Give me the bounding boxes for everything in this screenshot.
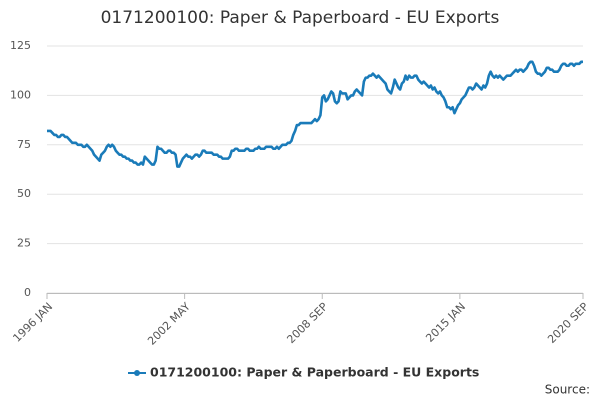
data-line — [47, 60, 583, 168]
chart-title: 0171200100: Paper & Paperboard - EU Expo… — [101, 8, 500, 28]
y-tick-label: 0 — [24, 286, 31, 299]
y-tick-label: 75 — [17, 138, 31, 151]
y-tick-label: 25 — [17, 237, 31, 250]
x-tick-label: 2008 SEP — [284, 300, 330, 346]
x-tick-label: 2002 MAY — [145, 300, 193, 348]
source-note: Source: — [545, 383, 590, 397]
x-tick-label: 1996 JAN — [10, 300, 55, 345]
y-tick-label: 50 — [17, 187, 31, 200]
legend-label: 0171200100: Paper & Paperboard - EU Expo… — [150, 365, 479, 380]
x-tick-label: 2015 JAN — [423, 300, 468, 345]
x-tick-label: 2020 SEP — [545, 300, 591, 346]
y-tick-label: 125 — [10, 39, 31, 52]
y-tick-label: 100 — [10, 88, 31, 101]
legend-marker — [134, 370, 140, 376]
